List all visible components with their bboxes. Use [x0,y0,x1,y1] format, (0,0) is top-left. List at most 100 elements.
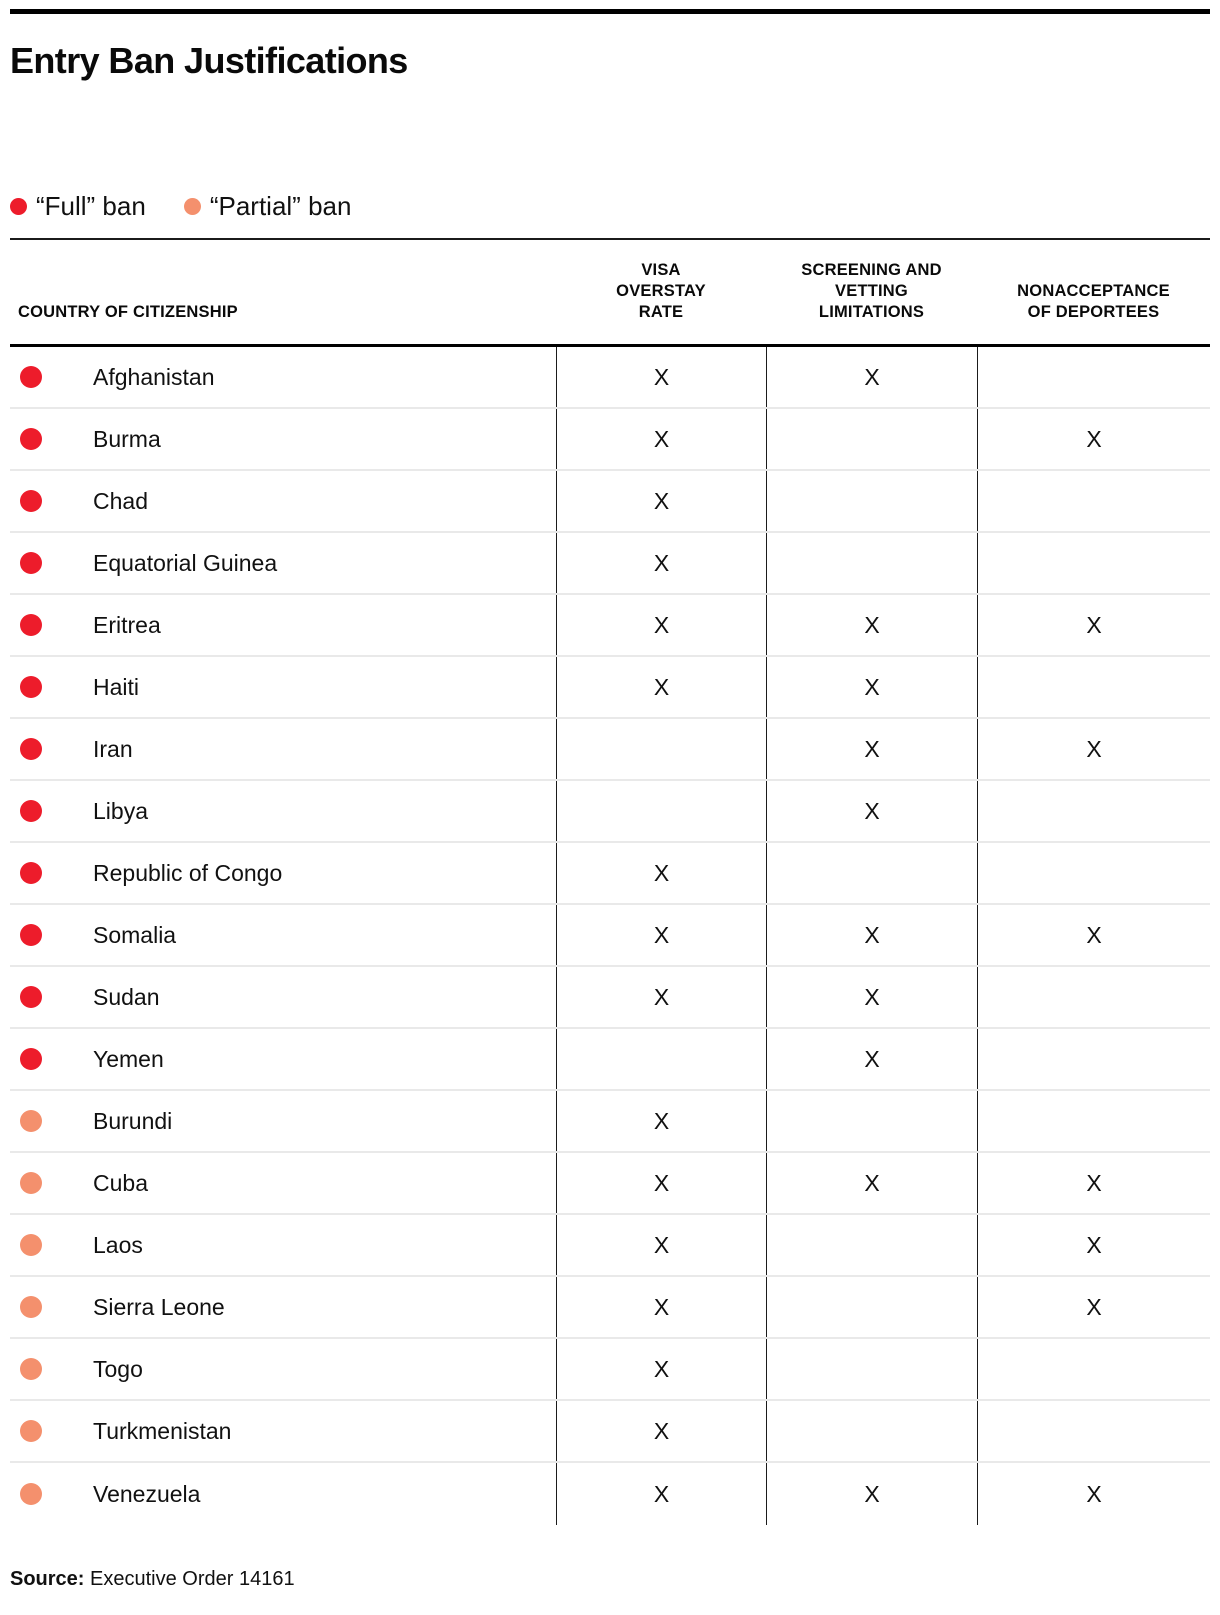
country-cell: Eritrea [10,595,556,655]
ban-dot [20,676,42,698]
country-label: Burundi [93,1108,173,1134]
visa-overstay-cell [556,781,766,841]
country-label: Burma [93,426,161,452]
nonacceptance-cell: X [977,1463,1210,1525]
table-row: Venezuela X X X [10,1463,1210,1525]
screening-vetting-cell [766,1339,977,1399]
visa-overstay-cell: X [556,1277,766,1337]
nonacceptance-cell [977,1401,1210,1461]
screening-vetting-cell [766,1277,977,1337]
ban-dot [20,1296,42,1318]
source-line: Source: Executive Order 14161 [10,1567,1210,1592]
country-label: Somalia [93,922,177,948]
visa-overstay-cell: X [556,533,766,593]
nonacceptance-cell [977,347,1210,407]
country-cell: Equatorial Guinea [10,533,556,593]
header-bottom-rule [10,344,1210,347]
table-row: Chad X [10,471,1210,533]
top-rule [10,9,1210,14]
nonacceptance-cell: X [977,409,1210,469]
screening-vetting-cell [766,1401,977,1461]
nonacceptance-cell: X [977,905,1210,965]
table-row: Burma X X [10,409,1210,471]
visa-overstay-cell: X [556,1215,766,1275]
visa-overstay-cell: X [556,1401,766,1461]
country-cell: Venezuela [10,1463,556,1525]
table-row: Laos X X [10,1215,1210,1277]
country-cell: Togo [10,1339,556,1399]
legend-label-full-ban: “Full” ban [36,191,146,221]
table-row: Sierra Leone X X [10,1277,1210,1339]
table-row: Afghanistan X X [10,347,1210,409]
nonacceptance-cell [977,657,1210,717]
visa-overstay-cell: X [556,471,766,531]
screening-vetting-cell [766,1215,977,1275]
ban-dot [20,1048,42,1070]
country-label: Togo [93,1356,143,1382]
country-cell: Sudan [10,967,556,1027]
ban-dot [20,1483,42,1505]
full-ban-dot-icon [10,197,27,215]
visa-overstay-cell: X [556,843,766,903]
source-label: Source: [10,1568,85,1590]
ban-dot [20,490,42,512]
ban-dot [20,862,42,884]
column-header-nonacceptance: NONACCEPTANCE OF DEPORTEES [1017,282,1170,321]
table-row: Haiti X X [10,657,1210,719]
country-cell: Turkmenistan [10,1401,556,1461]
column-header-country: COUNTRY OF CITIZENSHIP [18,303,238,321]
visa-overstay-cell: X [556,595,766,655]
visa-overstay-cell: X [556,347,766,407]
country-label: Cuba [93,1170,148,1196]
legend-label-partial-ban: “Partial” ban [209,191,352,221]
visa-overstay-cell: X [556,1091,766,1151]
country-cell: Burundi [10,1091,556,1151]
country-label: Sudan [93,984,160,1010]
screening-vetting-cell: X [766,1463,977,1525]
nonacceptance-cell [977,533,1210,593]
ban-dot [20,366,42,388]
country-cell: Somalia [10,905,556,965]
nonacceptance-cell: X [977,1153,1210,1213]
ban-dot [20,614,42,636]
visa-overstay-cell: X [556,1339,766,1399]
nonacceptance-cell [977,471,1210,531]
visa-overstay-cell [556,1029,766,1089]
legend-item-partial-ban: “Partial” ban [183,191,352,221]
column-header-visa-overstay: VISA OVERSTAY RATE [616,261,706,321]
country-cell: Sierra Leone [10,1277,556,1337]
country-cell: Afghanistan [10,347,556,407]
table-row: Yemen X [10,1029,1210,1091]
source-text: Executive Order 14161 [84,1568,295,1590]
screening-vetting-cell: X [766,719,977,779]
country-label: Republic of Congo [93,860,283,886]
country-label: Chad [93,488,148,514]
ban-dot [20,738,42,760]
nonacceptance-cell [977,967,1210,1027]
ban-dot [20,428,42,450]
nonacceptance-cell [977,843,1210,903]
table-row: Sudan X X [10,967,1210,1029]
country-cell: Burma [10,409,556,469]
ban-dot [20,1172,42,1194]
table-header: COUNTRY OF CITIZENSHIP VISA OVERSTAY RAT… [10,240,1210,344]
visa-overstay-cell: X [556,905,766,965]
country-label: Afghanistan [93,364,215,390]
ban-dot [20,986,42,1008]
table-row: Equatorial Guinea X [10,533,1210,595]
screening-vetting-cell [766,843,977,903]
country-label: Laos [93,1232,143,1258]
nonacceptance-cell [977,1339,1210,1399]
country-cell: Republic of Congo [10,843,556,903]
screening-vetting-cell [766,1091,977,1151]
screening-vetting-cell: X [766,347,977,407]
country-label: Equatorial Guinea [93,550,278,576]
visa-overstay-cell: X [556,1463,766,1525]
nonacceptance-cell [977,1029,1210,1089]
country-cell: Laos [10,1215,556,1275]
country-label: Eritrea [93,612,161,638]
screening-vetting-cell: X [766,781,977,841]
entry-ban-graphic: Entry Ban Justifications “Full” ban “Par… [10,9,1210,1592]
table-row: Togo X [10,1339,1210,1401]
legend-item-full-ban: “Full” ban [10,192,146,220]
